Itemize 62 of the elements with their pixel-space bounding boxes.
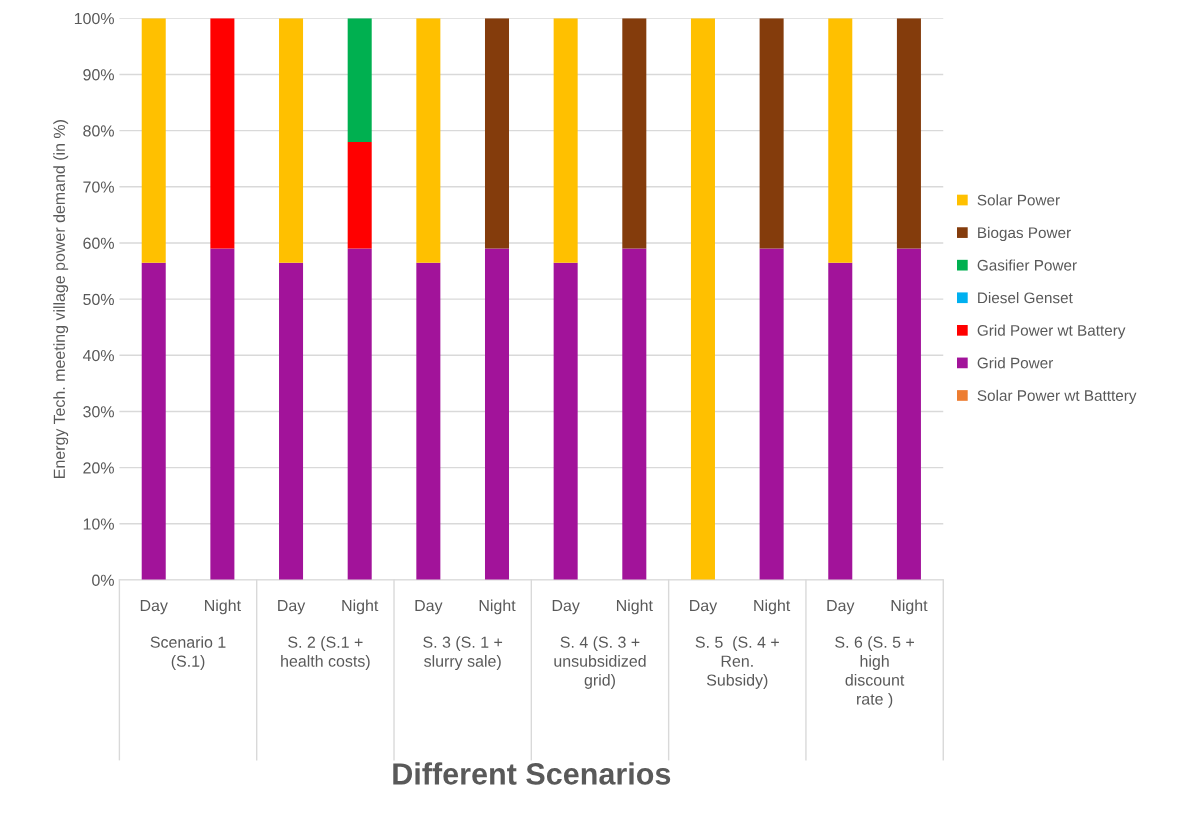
y-tick-label: 100% <box>74 12 114 25</box>
x-axis-title: Different Scenarios <box>393 762 671 785</box>
bar <box>416 18 441 263</box>
y-axis-title: Energy Tech. meeting village power demand (in %) <box>53 120 69 478</box>
bar <box>210 18 235 249</box>
bar <box>759 248 784 580</box>
bar <box>484 248 510 580</box>
bar <box>141 18 166 263</box>
text: S. 6 (S. 5 + high discount rate ) <box>835 636 914 708</box>
y-tick-label: 80% <box>83 125 114 137</box>
x-tick-label: Day <box>827 600 855 615</box>
bar <box>759 18 784 249</box>
bar <box>416 262 441 580</box>
legend-label: Solar Power <box>977 194 1060 206</box>
bar <box>896 18 921 249</box>
x-tick-label: Night <box>754 599 791 615</box>
x-tick-label: Day <box>552 600 580 615</box>
text: S. 4 (S. 3 + unsubsidized grid) <box>554 636 646 689</box>
text: S. 3 (S. 1 + slurry sale) <box>423 636 503 670</box>
bar <box>896 248 921 580</box>
bar <box>484 18 510 249</box>
text: S. 2 (S.1 + health costs) <box>281 636 370 670</box>
x-tick-label: Day <box>690 600 718 615</box>
bar <box>347 18 372 142</box>
legend-label: Solar Power wt Batttery <box>977 389 1137 404</box>
text: Scenario 1 (S.1) <box>150 636 226 670</box>
legend-label: Grid Power <box>977 357 1054 369</box>
bar <box>622 18 647 249</box>
legend-label: Grid Power wt Battery <box>977 324 1126 339</box>
y-tick-label: 50% <box>83 293 114 306</box>
bar <box>553 262 578 580</box>
bar <box>828 18 853 263</box>
legend-label: Biogas Power <box>978 226 1071 242</box>
x-tick-label: Day <box>140 600 168 615</box>
legend-label: Diesel Genset <box>978 292 1073 304</box>
x-tick-label: Day <box>278 600 306 615</box>
x-tick-label: Day <box>415 600 443 615</box>
y-tick-label: 30% <box>83 406 114 418</box>
bar <box>347 248 372 580</box>
bar <box>690 18 715 580</box>
y-tick-label: 10% <box>83 518 114 530</box>
bar <box>622 248 647 580</box>
bar <box>828 262 853 580</box>
x-tick-label: Night <box>479 599 516 615</box>
x-tick-label: Night <box>891 599 928 615</box>
text: S. 5 (S. 4 + Ren. Subsidy) <box>695 636 779 689</box>
bar <box>210 248 235 580</box>
x-tick-label: Night <box>616 599 653 615</box>
legend-label: Gasifier Power <box>977 259 1077 271</box>
x-tick-label: Night <box>205 599 241 615</box>
bar <box>553 18 578 263</box>
bar <box>279 18 304 263</box>
y-tick-label: 70% <box>83 181 114 193</box>
y-tick-label: 40% <box>82 349 114 362</box>
bar <box>279 262 304 580</box>
bar <box>347 141 372 249</box>
bar <box>141 262 166 580</box>
x-tick-label: Night <box>342 599 379 615</box>
y-tick-label: 0% <box>92 574 114 586</box>
y-tick-label: 20% <box>83 462 114 474</box>
y-tick-label: 90% <box>83 69 114 81</box>
y-tick-label: 60% <box>83 237 114 249</box>
